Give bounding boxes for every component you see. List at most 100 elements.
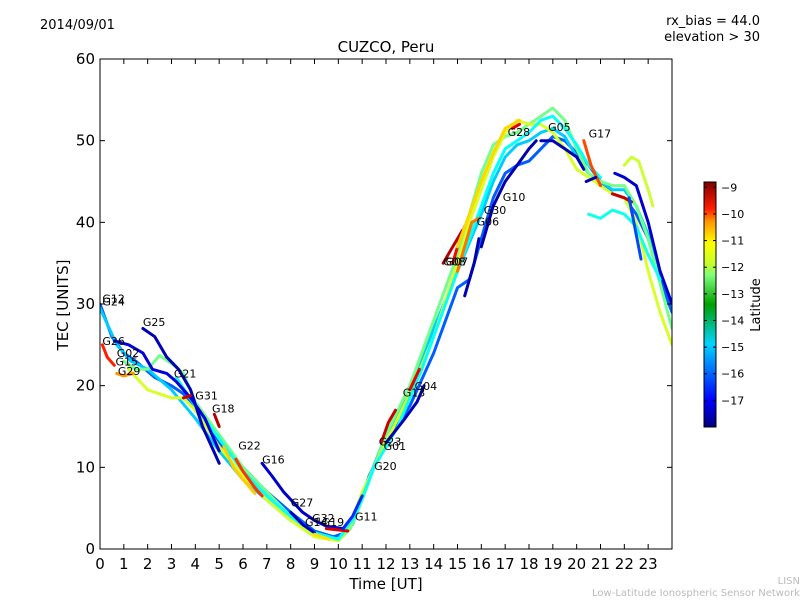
series-g24: [100, 126, 672, 541]
satellite-tracks: [100, 106, 672, 543]
series-g23: [379, 408, 397, 445]
colorbar-tick-label: −16: [721, 368, 744, 381]
series-g28: [510, 122, 521, 130]
sat-label-g31: G31: [195, 390, 218, 403]
sat-label-g05: G05: [548, 121, 571, 134]
series-g12: [100, 135, 672, 539]
sat-label-g22: G22: [238, 439, 261, 452]
sat-label-g20: G20: [374, 460, 397, 473]
x-tick-label: 13: [400, 555, 419, 573]
sat-label-g25: G25: [143, 316, 166, 329]
colorbar: [703, 181, 717, 428]
series-g10: [479, 139, 538, 249]
x-tick-label: 0: [95, 555, 105, 573]
sat-label-g01: G01: [384, 440, 407, 453]
series-g03: [627, 196, 643, 261]
sat-label-g28: G28: [508, 126, 531, 139]
sat-label-g16: G16: [262, 453, 285, 466]
sat-label-g30: G30: [484, 204, 507, 217]
chart-title: CUZCO, Peru: [337, 38, 435, 56]
sat-label-g29: G29: [118, 365, 141, 378]
sat-label-g21: G21: [174, 368, 197, 381]
rx-bias-label: rx_bias = 44.0: [666, 14, 760, 29]
sat-label-g17: G17: [589, 127, 612, 140]
date-label: 2014/09/01: [40, 18, 115, 33]
x-tick-label: 21: [591, 555, 610, 573]
colorbar-ticks: −9 −10 −11 −12 −13 −14 −15 −16 −17: [704, 181, 744, 407]
sat-label-g15: G15: [116, 355, 139, 368]
sat-label-g12: G12: [102, 292, 125, 305]
plot-frame: [99, 58, 673, 550]
series-g26: [100, 343, 116, 367]
sat-label-g19: G19: [322, 516, 345, 529]
series-g08: [441, 229, 464, 265]
colorbar-tick-label: −10: [721, 208, 744, 221]
x-axis: 0 1 2 3 4 5 6 7 8 9 10 11 12 13 14 15 16 17 18 19 20 21 22 23: [95, 59, 658, 573]
series-g13: [384, 384, 426, 445]
series-g32: [324, 527, 350, 533]
colorbar-tick-label: −13: [721, 288, 744, 301]
x-tick-label: 11: [353, 555, 372, 573]
x-tick-label: 17: [496, 555, 515, 573]
series-g06: [463, 237, 481, 298]
sat-label-g26: G26: [102, 335, 125, 348]
x-tick-label: 5: [214, 555, 224, 573]
y-tick-label: 60: [76, 50, 95, 68]
footer-network: Low-Latitude Ionospheric Sensor Network: [592, 588, 800, 599]
sat-label-g02: G02: [117, 347, 140, 360]
sat-label-g06: G06: [477, 216, 500, 229]
series-g15: [127, 118, 672, 543]
series-g31: [222, 445, 257, 495]
series-g02b: [112, 339, 221, 453]
series-g22: [234, 457, 264, 498]
colorbar-tick-label: −11: [721, 235, 744, 248]
x-tick-label: 22: [615, 555, 634, 573]
x-tick-label: 9: [310, 555, 320, 573]
series-g19: [613, 171, 672, 306]
series-g25: [141, 327, 221, 465]
y-axis-label: TEC [UNITS]: [54, 259, 72, 351]
x-tick-label: 4: [191, 555, 201, 573]
x-tick-label: 23: [639, 555, 658, 573]
colorbar-tick-label: −14: [721, 314, 744, 327]
series-g05: [539, 139, 586, 171]
sat-label-g07: G07: [446, 256, 469, 269]
x-tick-label: 8: [286, 555, 296, 573]
info-block: rx_bias = 44.0 elevation > 30: [664, 14, 760, 46]
series-g29: [115, 371, 135, 378]
x-tick-label: 1: [119, 555, 129, 573]
series-g20: [622, 155, 655, 208]
series-g04: [408, 367, 421, 392]
x-tick-label: 18: [519, 555, 538, 573]
series-g27: [289, 510, 316, 535]
series-g30: [456, 216, 481, 273]
y-tick-label: 10: [76, 458, 95, 476]
series-g11: [341, 494, 364, 531]
x-axis-label: Time [UT]: [349, 575, 423, 593]
y-tick-label: 40: [76, 213, 95, 231]
colorbar-tick-label: −15: [721, 341, 744, 354]
y-axis: 0 10 20 30 40 50 60: [76, 50, 672, 558]
x-tick-label: 3: [167, 555, 177, 573]
series-g02: [122, 106, 672, 543]
x-tick-label: 16: [472, 555, 491, 573]
x-tick-label: 10: [329, 555, 348, 573]
sat-label-g23: G23: [379, 435, 402, 448]
series-g09: [584, 175, 598, 183]
y-tick-label: 30: [76, 295, 95, 313]
colorbar-tick-label: −17: [721, 394, 744, 407]
x-tick-label: 2: [143, 555, 153, 573]
sat-label-g14: G14: [305, 516, 328, 529]
colorbar-label: Latitude: [749, 278, 764, 332]
x-tick-label: 12: [376, 555, 395, 573]
footer-lisn: LISN: [777, 576, 800, 587]
x-tick-label: 6: [238, 555, 248, 573]
x-tick-label: 14: [424, 555, 443, 573]
y-tick-label: 0: [85, 540, 95, 558]
series-g18: [212, 412, 221, 428]
series-g14: [313, 532, 331, 541]
sat-label-g04: G04: [415, 380, 438, 393]
y-tick-label: 20: [76, 377, 95, 395]
